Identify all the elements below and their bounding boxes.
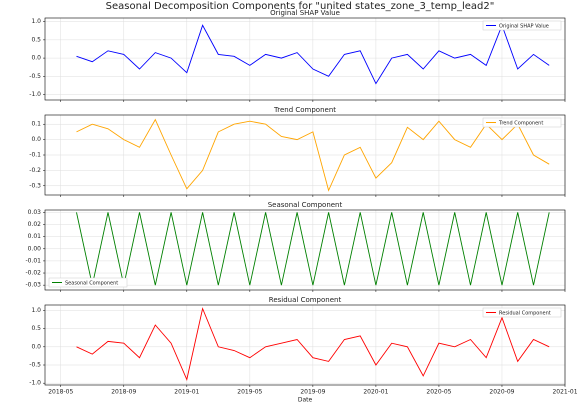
y-tick-label: -1.0 [29, 91, 41, 98]
figure-title: Seasonal Decomposition Components for "u… [106, 1, 495, 12]
y-tick-label: -0.03 [25, 282, 41, 289]
legend-label: Residual Component [499, 311, 551, 317]
y-tick-label: -0.2 [29, 167, 41, 174]
legend-label: Original SHAP Value [499, 24, 549, 30]
legend-box [482, 307, 562, 318]
x-tick-label: 2020-01 [363, 389, 388, 396]
y-tick-label: 1.0 [31, 307, 41, 314]
y-tick-label: -0.02 [25, 270, 41, 277]
panel-title: Seasonal Component [268, 201, 343, 209]
legend-label: Seasonal Component [65, 281, 118, 287]
y-tick-label: 0.1 [31, 121, 41, 128]
panel-title: Original SHAP Value [270, 9, 340, 17]
legend-box [482, 117, 562, 128]
plot-frame [44, 17, 566, 101]
legend-label: Trend Component [498, 121, 543, 127]
line [76, 212, 550, 286]
plot-frame [44, 304, 566, 386]
plot-frame [44, 114, 566, 196]
line [76, 307, 550, 381]
y-tick-label: 1.0 [31, 18, 41, 25]
y-tick-label: 0.0 [31, 343, 41, 350]
panel-title: Residual Component [269, 296, 342, 304]
line [76, 118, 550, 192]
legend-box [48, 277, 128, 288]
y-tick-label: -0.5 [29, 73, 41, 80]
y-tick-label: -1.0 [29, 380, 41, 387]
x-tick-label: 2018-05 [48, 389, 73, 396]
x-tick-label: 2019-09 [300, 389, 325, 396]
plot-frame [44, 209, 566, 291]
y-tick-label: -0.1 [29, 152, 41, 159]
y-tick-label: -0.3 [29, 182, 41, 189]
y-tick-label: 0.03 [28, 209, 42, 216]
x-tick-label: 2020-09 [489, 389, 514, 396]
x-tick-label: 2020-05 [426, 389, 451, 396]
y-tick-label: 0.0 [31, 55, 41, 62]
y-tick-label: 0.0 [31, 136, 41, 143]
y-tick-label: 0.01 [28, 233, 42, 240]
y-tick-label: 0.5 [31, 325, 41, 332]
y-tick-label: -0.01 [25, 257, 41, 264]
x-tick-label: 2021-01 [552, 389, 577, 396]
y-tick-label: 0.02 [28, 221, 42, 228]
x-tick-label: 2019-05 [237, 389, 262, 396]
x-tick-label: 2019-01 [174, 389, 199, 396]
line [76, 24, 550, 85]
y-tick-label: 0.5 [31, 36, 41, 43]
y-tick-label: 0.00 [28, 245, 42, 252]
panel-title: Trend Component [273, 106, 336, 114]
x-axis-label: Date [298, 397, 313, 404]
x-tick-label: 2018-09 [111, 389, 136, 396]
y-tick-label: -0.5 [29, 362, 41, 369]
legend-box [482, 20, 562, 31]
